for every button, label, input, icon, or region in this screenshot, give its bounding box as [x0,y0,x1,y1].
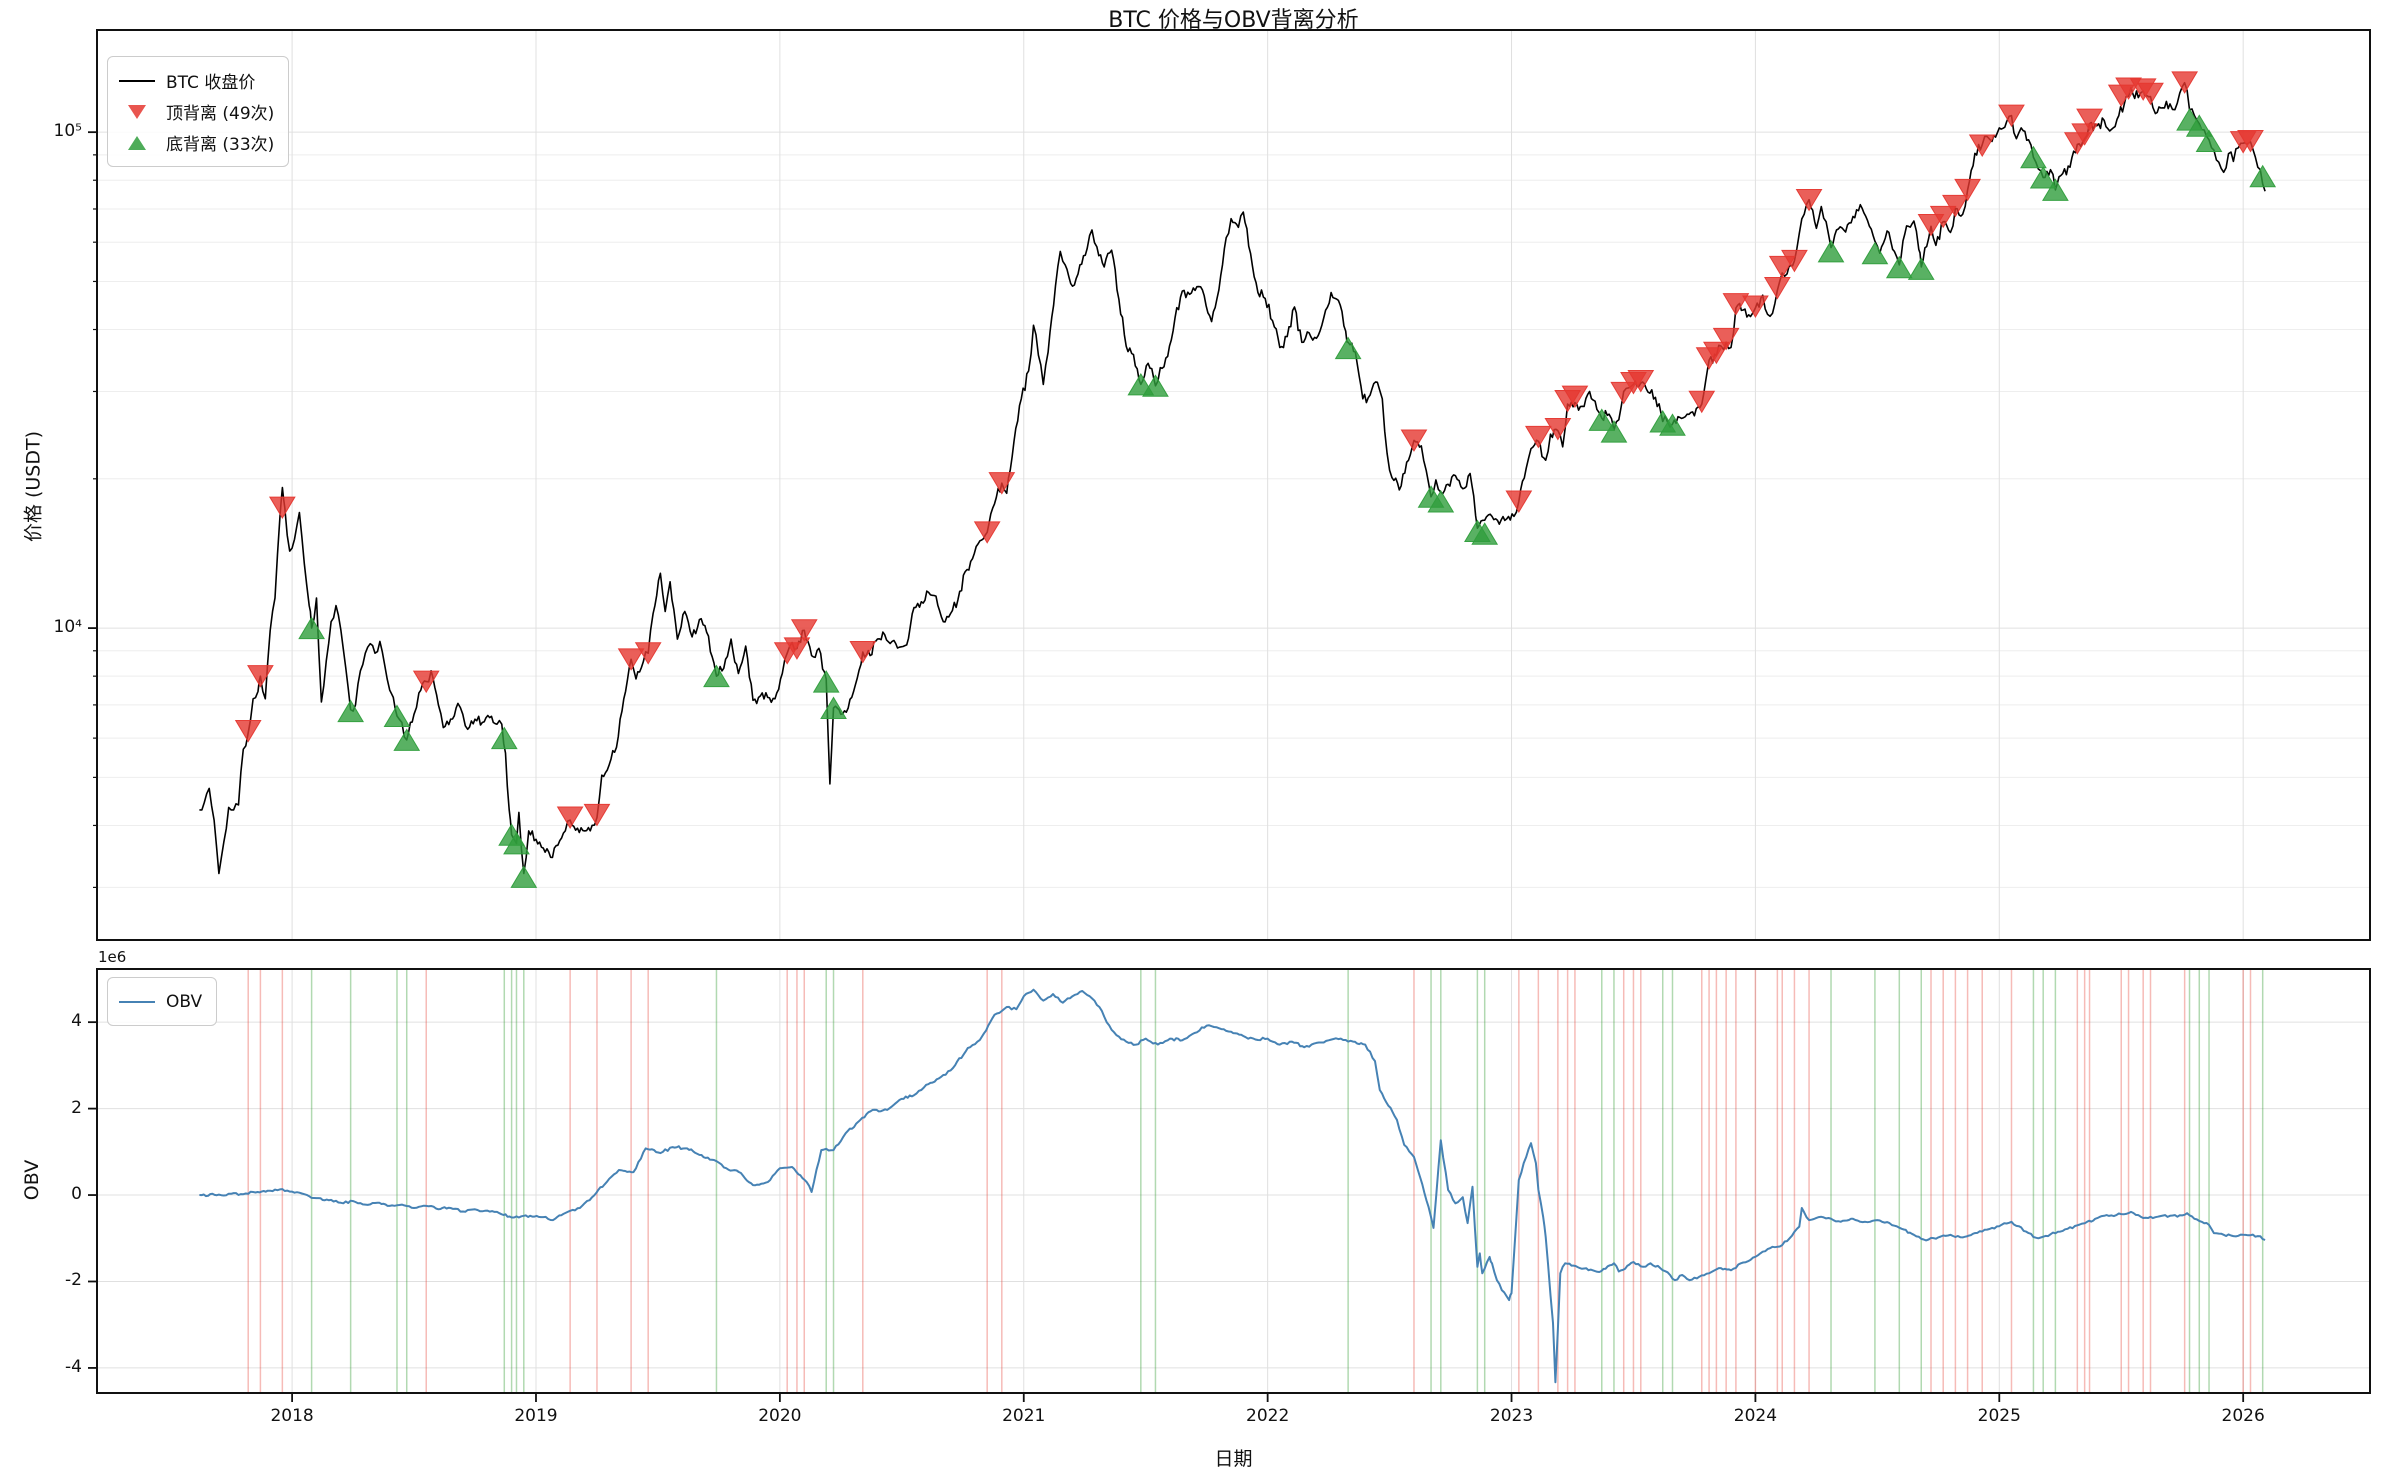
x-tick-label: 2018 [270,1406,314,1426]
legend-label: OBV [166,991,203,1012]
triangle-down-icon [118,104,156,119]
line-sample-icon [118,1000,156,1003]
x-tick-label: 2023 [1489,1406,1534,1426]
x-tick-label: 2026 [2221,1406,2265,1426]
x-tick-label: 2021 [1002,1406,1046,1426]
obv-legend: OBV [107,977,218,1026]
legend-label: BTC 收盘价 [166,73,256,93]
obv-y-tick-label: 4 [71,1011,82,1032]
chart-title: BTC 价格与OBV背离分析 [1108,8,1359,33]
legend-entry: 顶背离 (49次) [118,96,274,127]
legend-label: 顶背离 (49次) [166,104,275,124]
x-tick-label: 2022 [1246,1406,1290,1426]
x-axis-label: 日期 [1214,1448,1253,1470]
obv-y-tick-label: -2 [65,1270,82,1291]
legend-label: 底背离 (33次) [166,135,275,155]
obv-y-tick-label: -4 [65,1356,82,1377]
obv-offset-multiplier-label: 1e6 [98,948,127,966]
obv-y-tick-label: 2 [71,1097,82,1118]
x-tick-label: 2019 [514,1406,558,1426]
legend-entry: 底背离 (33次) [118,127,274,158]
x-tick-label: 2024 [1733,1406,1778,1426]
price-y-tick-label: 10⁵ [53,121,82,142]
price-legend: BTC 收盘价 顶背离 (49次) 底背离 (33次) [107,56,290,167]
obv-y-axis-label: OBV [21,1159,43,1201]
price-y-axis-label: 价格 (USDT) [22,430,45,543]
legend-entry: OBV [118,986,202,1017]
obv-y-tick-label: 0 [71,1184,82,1205]
x-tick-label: 2025 [1977,1406,2021,1426]
x-tick-label: 2020 [758,1406,802,1426]
triangle-up-icon [118,135,156,150]
legend-entry: BTC 收盘价 [118,65,274,96]
price-y-tick-label: 10⁴ [53,617,82,638]
line-sample-icon [118,79,156,82]
